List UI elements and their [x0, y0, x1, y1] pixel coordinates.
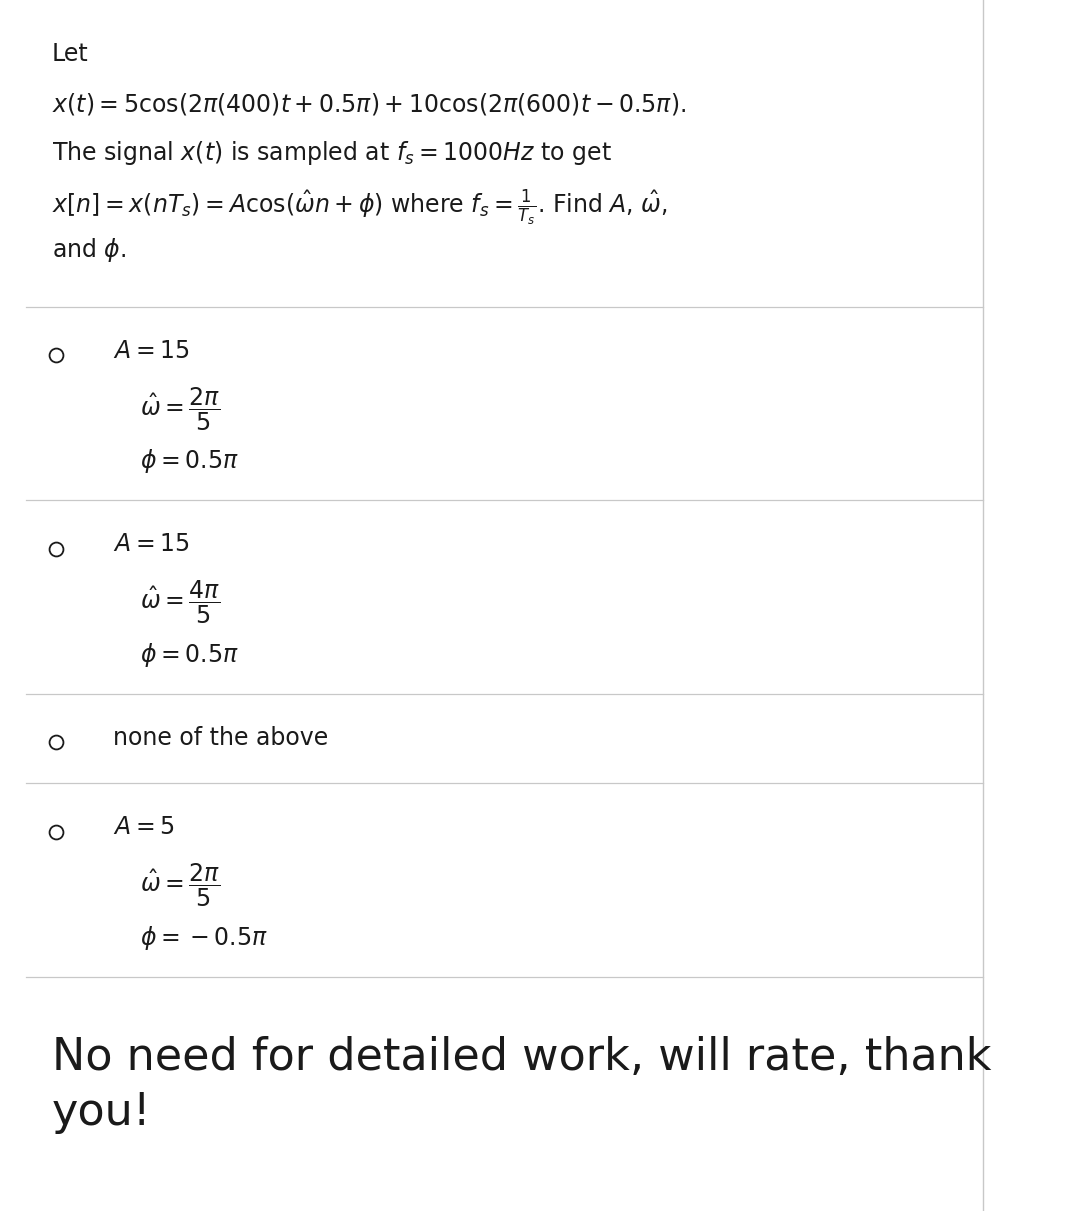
- Text: and $\phi$.: and $\phi$.: [52, 236, 126, 264]
- Text: $x[n] = x(nT_s) = A\cos(\hat{\omega}n + \phi)$ where $f_s = \frac{1}{T_s}$. Find: $x[n] = x(nT_s) = A\cos(\hat{\omega}n + …: [52, 188, 667, 228]
- Text: $\hat{\omega} = \dfrac{2\pi}{5}$: $\hat{\omega} = \dfrac{2\pi}{5}$: [140, 385, 220, 432]
- Text: none of the above: none of the above: [113, 725, 328, 750]
- Text: $\phi = -0.5\pi$: $\phi = -0.5\pi$: [140, 924, 268, 952]
- Text: $x(t) = 5\cos(2\pi(400)t + 0.5\pi) + 10\cos(2\pi(600)t - 0.5\pi).$: $x(t) = 5\cos(2\pi(400)t + 0.5\pi) + 10\…: [52, 91, 686, 116]
- Text: No need for detailed work, will rate, thank
you!: No need for detailed work, will rate, th…: [52, 1037, 991, 1135]
- Text: $A = 15$: $A = 15$: [113, 339, 190, 363]
- Text: $\hat{\omega} = \dfrac{2\pi}{5}$: $\hat{\omega} = \dfrac{2\pi}{5}$: [140, 861, 220, 909]
- Text: The signal $x(t)$ is sampled at $f_s = 1000Hz$ to get: The signal $x(t)$ is sampled at $f_s = 1…: [52, 139, 612, 167]
- Text: $A = 5$: $A = 5$: [113, 815, 175, 839]
- Text: Let: Let: [52, 42, 89, 67]
- Text: $\hat{\omega} = \dfrac{4\pi}{5}$: $\hat{\omega} = \dfrac{4\pi}{5}$: [140, 579, 220, 626]
- Text: $A = 15$: $A = 15$: [113, 533, 190, 557]
- Text: $\phi = 0.5\pi$: $\phi = 0.5\pi$: [140, 641, 239, 668]
- Text: $\phi = 0.5\pi$: $\phi = 0.5\pi$: [140, 447, 239, 476]
